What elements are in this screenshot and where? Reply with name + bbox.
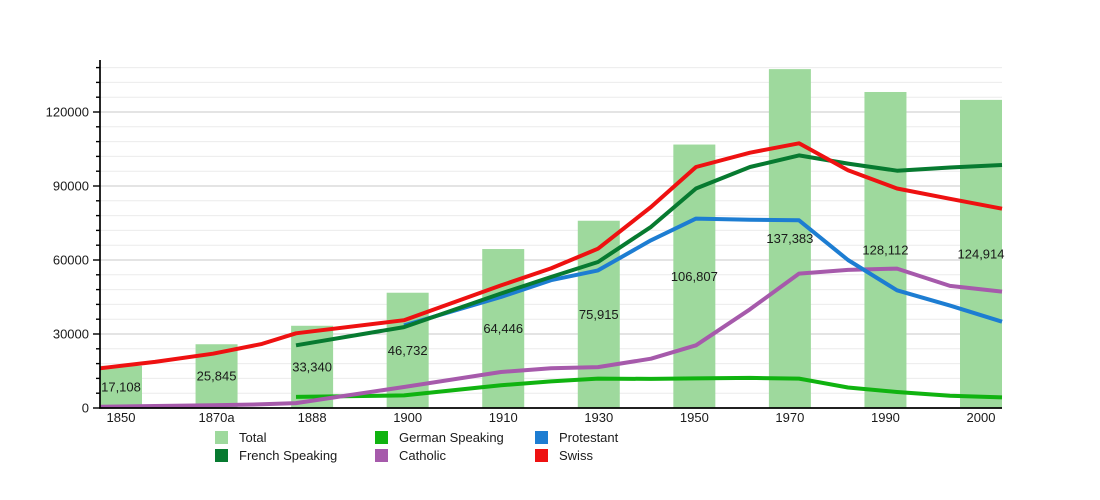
bar-value-label: 75,915 xyxy=(579,307,619,322)
y-tick-labels: 0 30000 60000 90000 120000 xyxy=(46,105,89,416)
bar-value-label: 106,807 xyxy=(671,269,718,284)
bar-value-label: 64,446 xyxy=(483,321,523,336)
bar-value-label: 124,914 xyxy=(958,246,1005,261)
legend-label: Total xyxy=(239,430,267,445)
y-tick-label: 120000 xyxy=(46,105,89,120)
legend-item-french-speaking: French Speaking xyxy=(215,448,375,463)
legend-swatch xyxy=(375,431,388,444)
bar-value-label: 33,340 xyxy=(292,359,332,374)
legend-item-total: Total xyxy=(215,430,375,445)
legend-label: Protestant xyxy=(559,430,619,445)
y-ticks xyxy=(93,66,100,409)
legend-item-swiss: Swiss xyxy=(535,448,695,463)
series-line xyxy=(99,141,1003,371)
total-bar xyxy=(768,69,811,408)
series-line xyxy=(295,153,1003,348)
bar-value-label: 128,112 xyxy=(862,242,908,257)
bar-value-label: 137,383 xyxy=(766,231,813,246)
legend-item-german-speaking: German Speaking xyxy=(375,430,535,445)
legend-item-catholic: Catholic xyxy=(375,448,535,463)
legend-swatch xyxy=(375,449,388,462)
x-tick-label: 1930 xyxy=(584,410,613,425)
x-tick-label: 1990 xyxy=(871,410,900,425)
x-tick-label: 1970 xyxy=(775,410,804,425)
x-tick-label: 1910 xyxy=(489,410,518,425)
series-line xyxy=(295,375,1003,400)
x-tick-label: 2000 xyxy=(967,410,996,425)
legend-swatch xyxy=(535,431,548,444)
total-bar xyxy=(960,99,1003,409)
y-tick-label: 30000 xyxy=(53,327,89,342)
legend-swatch xyxy=(215,431,228,444)
line-protestant xyxy=(403,216,1003,328)
x-tick-labels: 1850 1870a 1888 1900 1910 1930 1950 1970 1990 200… xyxy=(107,410,996,425)
line-swiss xyxy=(99,141,1003,371)
series-line xyxy=(403,216,1003,328)
legend-label: Swiss xyxy=(559,448,593,463)
x-tick-label: 1870a xyxy=(198,410,235,425)
legend-label: Catholic xyxy=(399,448,446,463)
x-tick-label: 1850 xyxy=(107,410,136,425)
line-german-speaking xyxy=(295,375,1003,400)
legend-swatch xyxy=(535,449,548,462)
chart-legend: Total German Speaking Protestant French Spe… xyxy=(215,430,695,463)
line-french-speaking xyxy=(295,153,1003,348)
legend-label: German Speaking xyxy=(399,430,504,445)
axes xyxy=(99,60,1002,409)
bar-value-label: 17,108 xyxy=(101,379,141,394)
legend-swatch xyxy=(215,449,228,462)
x-tick-label: 1950 xyxy=(680,410,709,425)
total-bar xyxy=(100,365,142,408)
bar-value-label: 25,845 xyxy=(197,369,237,384)
total-bar xyxy=(864,91,907,408)
x-tick-label: 1900 xyxy=(393,410,422,425)
bar-value-label: 46,732 xyxy=(388,343,428,358)
bar-value-labels: 17,108 25,845 33,340 46,732 64,446 75,915 106,… xyxy=(101,231,1004,394)
y-tick-label: 0 xyxy=(82,401,89,416)
total-bars xyxy=(100,69,1003,409)
total-bar xyxy=(482,249,525,408)
legend-label: French Speaking xyxy=(239,448,338,463)
x-tick-label: 1888 xyxy=(298,410,327,425)
y-tick-label: 90000 xyxy=(53,179,89,194)
legend-item-protestant: Protestant xyxy=(535,430,695,445)
y-tick-label: 60000 xyxy=(53,253,89,268)
